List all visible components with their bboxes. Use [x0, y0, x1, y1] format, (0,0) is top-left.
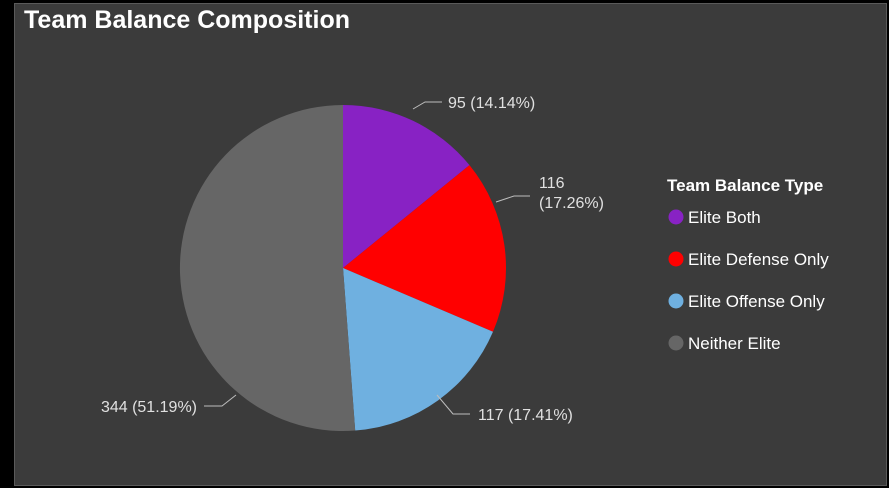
pie-slice-elite-offense-only[interactable] [343, 268, 493, 431]
chart-title: Team Balance Composition [24, 6, 350, 34]
pie-slices [179, 104, 506, 432]
legend-swatch [668, 335, 684, 351]
legend-swatch [668, 293, 684, 309]
pie-slice-elite-defense-only[interactable] [343, 165, 506, 332]
legend-item-label[interactable]: Elite Defense Only [688, 250, 829, 269]
legend-swatch [668, 251, 684, 267]
data-label: 344 (51.19%) [101, 399, 197, 416]
data-label: 117 (17.41%) [478, 407, 573, 424]
legend-title: Team Balance Type [667, 176, 823, 195]
data-label: 95 (14.14%) [448, 95, 535, 112]
data-label: (17.26%) [539, 195, 604, 212]
legend-item-label[interactable]: Elite Offense Only [688, 292, 825, 311]
leader-line [495, 195, 530, 203]
legend-item-label[interactable]: Elite Both [688, 208, 761, 227]
leader-line [412, 101, 442, 110]
legend-item-label[interactable]: Neither Elite [688, 334, 781, 353]
leader-line [204, 394, 237, 407]
legend-swatch [668, 209, 684, 225]
pie-data-labels: 95 (14.14%) 116 (17.26%) 117 (17.41%) 344 (5… [101, 95, 604, 424]
data-label: 116 [539, 175, 565, 192]
pie-slice-neither-elite[interactable] [179, 104, 356, 432]
legend: Team Balance Type Elite Both Elite Defens… [667, 176, 829, 353]
pie-slice-elite-both[interactable] [343, 105, 470, 268]
leader-line [436, 394, 470, 415]
